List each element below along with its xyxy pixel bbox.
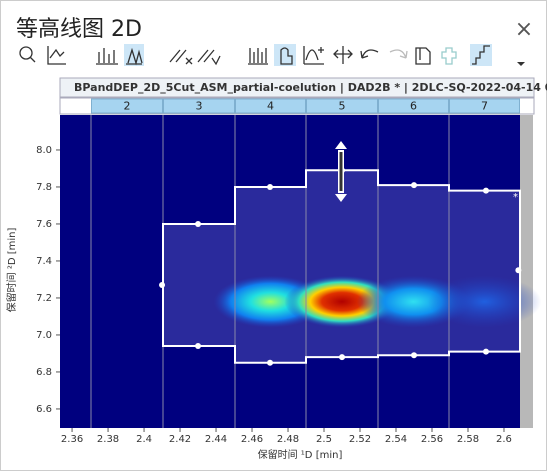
tab[interactable] [378,98,449,114]
tab-label: 2 [124,100,131,113]
step-icon[interactable] [472,45,490,65]
close-button[interactable]: × [515,17,533,42]
book-icon[interactable] [415,47,431,65]
x-tick-label: 2.5 [316,434,332,445]
data-point [482,348,489,355]
data-point [410,182,417,189]
redo-icon[interactable] [389,49,408,59]
zoom-icon[interactable] [19,46,33,60]
y-tick-label: 7.4 [36,256,52,267]
split-icon[interactable] [333,46,353,64]
tab-label: 7 [481,100,488,113]
data-point [482,187,489,194]
tab[interactable] [235,98,306,114]
cross-icon[interactable] [441,47,457,65]
data-point [195,343,202,350]
data-point [195,220,202,227]
resize-handle[interactable] [335,141,347,202]
tab-label: 5 [339,100,346,113]
y-tick-label: 6.8 [36,367,52,378]
tab[interactable] [163,98,235,114]
marker: * [513,192,518,203]
data-point [339,354,346,361]
y-tick-label: 7.6 [36,219,52,230]
dropdown[interactable] [517,62,525,66]
data-point [410,352,417,359]
tab-label: 4 [267,100,274,113]
scroll-strip [520,115,533,428]
unlink-icon[interactable] [169,49,193,65]
x-tick-label: 2.58 [457,434,479,445]
hand-icon[interactable] [280,47,293,65]
data-point [515,267,522,274]
y-axis-label: 保留时间 ²D [min] [5,228,18,313]
x-axis-label: 保留时间 ¹D [min] [258,448,343,461]
chart-icon[interactable] [47,46,66,65]
bins-icon[interactable] [248,48,268,65]
x-tick-label: 2.6 [496,434,512,445]
data-point [267,183,274,190]
x-tick-label: 2.46 [241,434,263,445]
bars-icon[interactable] [96,48,118,65]
region-outline [162,169,521,364]
y-tick-label: 7.0 [36,330,52,341]
x-tick-label: 2.38 [97,434,119,445]
x-tick-label: 2.44 [205,434,227,445]
y-tick-label: 7.8 [36,182,52,193]
data-point [267,359,274,366]
x-tick-label: 2.36 [61,434,83,445]
x-tick-label: 2.56 [421,434,443,445]
panel-title: BPandDEP_2D_5Cut_ASM_partial-coelution |… [74,81,547,94]
add-peak-icon[interactable] [303,46,324,65]
y-tick-label: 8.0 [36,145,52,156]
tab[interactable] [91,98,163,114]
toolbar [19,44,525,66]
heat-blob [427,275,542,328]
window-title: 等高线图 2D [16,17,142,42]
data-point [159,282,166,289]
y-tick-label: 6.6 [36,404,52,415]
x-tick-label: 2.4 [136,434,152,445]
x-tick-label: 2.42 [169,434,191,445]
undo-icon[interactable] [360,49,379,59]
link-icon[interactable] [197,49,221,66]
tab[interactable] [306,98,378,114]
x-tick-label: 2.48 [277,434,299,445]
y-tick-label: 7.2 [36,293,52,304]
tab[interactable] [449,98,520,114]
tab-label: 3 [196,100,203,113]
peaks-icon[interactable] [126,47,143,66]
x-tick-label: 2.54 [385,434,407,445]
x-tick-label: 2.52 [349,434,371,445]
panel-header [59,77,535,98]
tab-label: 6 [410,100,417,113]
